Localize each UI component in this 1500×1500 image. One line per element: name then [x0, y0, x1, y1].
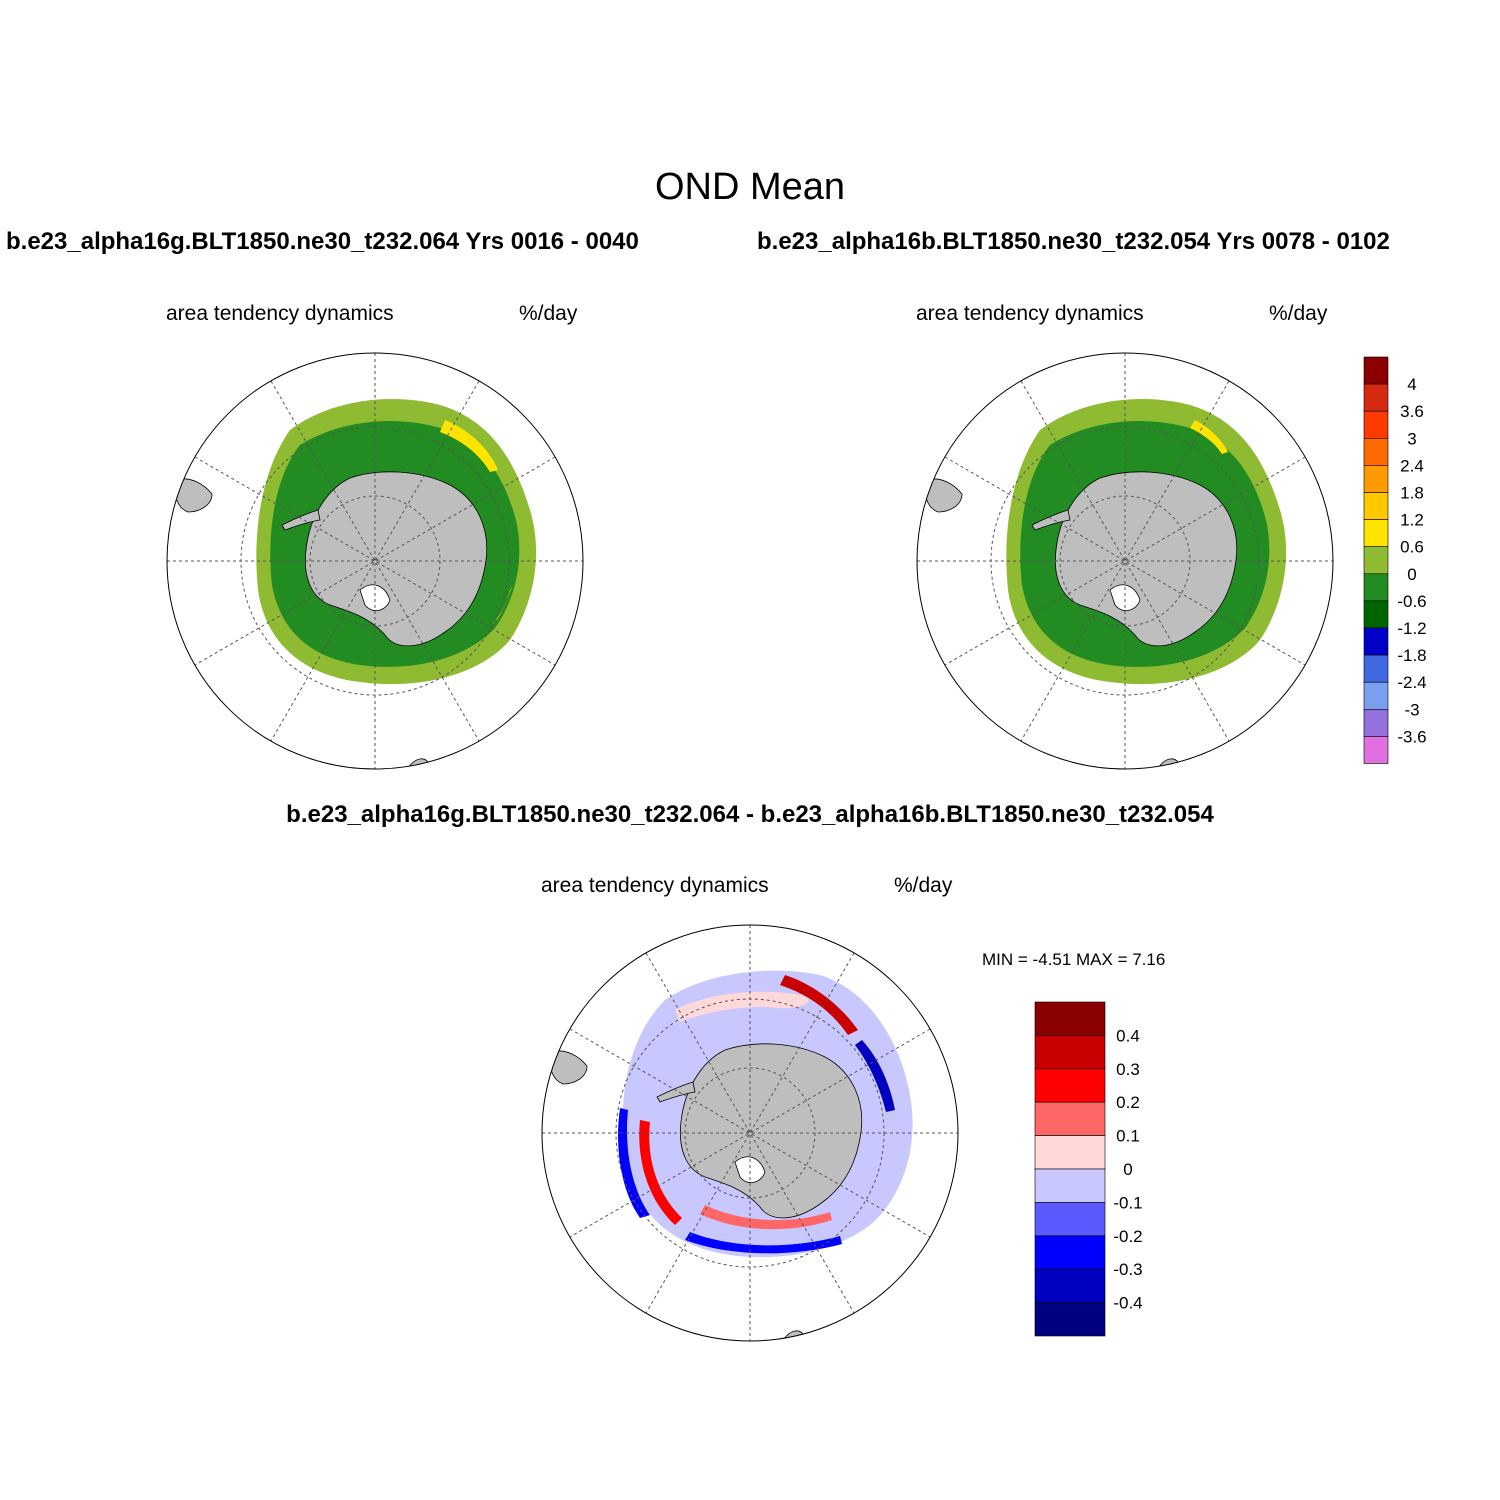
colorbar-tick-label: 2.4	[1400, 456, 1424, 475]
colorbar-tick-label: 0.1	[1116, 1127, 1140, 1146]
colorbar-tick-label: -0.1	[1113, 1193, 1142, 1212]
colorbar-tick-label: -0.6	[1397, 592, 1426, 611]
colorbar-main: 4 3.6 3 2.4 1.8 1.2 0.6 0 -0.6 -1.2 -1.8 -2.4 -3 -3.6	[1363, 356, 1427, 764]
colorbar-tick-label: 4	[1407, 375, 1416, 394]
case-b-units-label: %/day	[1269, 302, 1328, 325]
colorbar-tick-label: -3.6	[1397, 727, 1426, 746]
difference-title: b.e23_alpha16g.BLT1850.ne30_t232.064 - b…	[286, 801, 1214, 828]
colorbar-swatch	[1363, 410, 1389, 439]
peninsula-land	[656, 1081, 696, 1103]
case-a-units-label: %/day	[519, 302, 578, 325]
colorbar-swatch	[1363, 546, 1389, 575]
colorbar-swatch	[1034, 1135, 1106, 1170]
min-max-label: MIN = -4.51 MAX = 7.16	[982, 950, 1166, 969]
antarctica-land	[679, 1043, 863, 1219]
difference-positive-arc	[700, 1205, 832, 1230]
colorbar-tick-label: 1.8	[1400, 484, 1424, 503]
south-america-land	[175, 478, 213, 513]
colorbar-swatch	[1363, 437, 1389, 466]
colorbar-swatch	[1363, 654, 1389, 683]
positive-streak	[440, 420, 498, 472]
polar-map-case-a	[167, 353, 583, 769]
colorbar-swatch	[1363, 519, 1389, 547]
south-america-land	[925, 478, 963, 513]
case-b-title: b.e23_alpha16b.BLT1850.ne30_t232.054 Yrs…	[757, 228, 1390, 255]
colorbar-swatch	[1034, 1101, 1106, 1136]
case-a-title: b.e23_alpha16g.BLT1850.ne30_t232.064 Yrs…	[6, 228, 639, 255]
colorbar-tick-label: -1.2	[1397, 619, 1426, 638]
positive-streak	[1190, 420, 1228, 454]
colorbar-swatch	[1363, 681, 1389, 710]
map-b-border	[916, 352, 1334, 770]
colorbar-tick-label: 0.2	[1116, 1093, 1140, 1112]
difference-negative-arc	[618, 1108, 650, 1218]
colorbar-swatch	[1363, 492, 1389, 520]
colorbar-tick-label: 3.6	[1400, 402, 1424, 421]
colorbar-swatch	[1363, 736, 1389, 764]
polar-map-case-b	[917, 353, 1333, 769]
diff-variable-label: area tendency dynamics	[541, 874, 769, 897]
antarctica-land	[1054, 471, 1238, 647]
difference-positive-streak	[780, 975, 858, 1035]
colorbar-swatch	[1363, 383, 1389, 412]
colorbar-tick-label: -2.4	[1397, 673, 1426, 692]
colorbar-swatch	[1034, 1235, 1106, 1270]
colorbar-tick-label: 0.6	[1400, 538, 1424, 557]
colorbar-swatch	[1363, 627, 1389, 656]
colorbar-swatch	[1363, 600, 1389, 629]
ross-ice-shelf	[734, 1156, 766, 1183]
colorbar-tick-label: -1.8	[1397, 646, 1426, 665]
difference-negative-streak	[855, 1040, 895, 1112]
colorbar-tick-label: 0.3	[1116, 1060, 1140, 1079]
peninsula-land	[1031, 509, 1071, 531]
difference-negative-arc	[685, 1232, 842, 1254]
graticule	[917, 353, 1333, 769]
colorbar-tick-label: 1.2	[1400, 511, 1424, 530]
colorbar-tick-label: -0.2	[1113, 1227, 1142, 1246]
colorbar-tick-label: 0	[1407, 565, 1416, 584]
colorbar-swatch	[1363, 708, 1389, 737]
colorbar-tick-label: -0.3	[1113, 1260, 1142, 1279]
south-america-land	[550, 1050, 588, 1085]
colorbar-tick-label: 0	[1123, 1160, 1132, 1179]
graticule	[167, 353, 583, 769]
colorbar-swatch	[1034, 1168, 1106, 1203]
case-b-variable-label: area tendency dynamics	[916, 302, 1144, 325]
ross-ice-shelf	[1109, 584, 1141, 611]
colorbar-swatch	[1034, 1202, 1106, 1237]
colorbar-tick-label: 0.4	[1116, 1026, 1140, 1045]
colorbar-swatch	[1363, 356, 1389, 385]
map-a-border	[166, 352, 584, 770]
colorbar-swatch	[1034, 1268, 1106, 1303]
colorbar-swatch	[1363, 573, 1389, 602]
polar-map-difference	[542, 925, 958, 1341]
map-c-border	[541, 924, 959, 1342]
colorbar-swatch	[1034, 1068, 1106, 1103]
colorbar-swatch	[1034, 1001, 1106, 1036]
peninsula-land	[281, 509, 321, 531]
colorbar-tick-label: 3	[1407, 429, 1416, 448]
figure-title: OND Mean	[654, 166, 846, 208]
diff-units-label: %/day	[894, 874, 953, 897]
colorbar-swatch	[1363, 465, 1389, 493]
graticule	[542, 925, 958, 1341]
colorbar-difference: 0.4 0.3 0.2 0.1 0 -0.1 -0.2 -0.3 -0.4	[1034, 1001, 1143, 1337]
difference-positive-arc	[639, 1120, 682, 1225]
antarctica-land	[304, 471, 488, 647]
case-a-variable-label: area tendency dynamics	[166, 302, 394, 325]
difference-positive-patches	[675, 991, 809, 1022]
colorbar-swatch	[1034, 1035, 1106, 1070]
colorbar-tick-label: -3	[1404, 700, 1419, 719]
colorbar-tick-label: -0.4	[1113, 1294, 1142, 1313]
ross-ice-shelf	[359, 584, 391, 611]
colorbar-swatch	[1034, 1302, 1106, 1337]
